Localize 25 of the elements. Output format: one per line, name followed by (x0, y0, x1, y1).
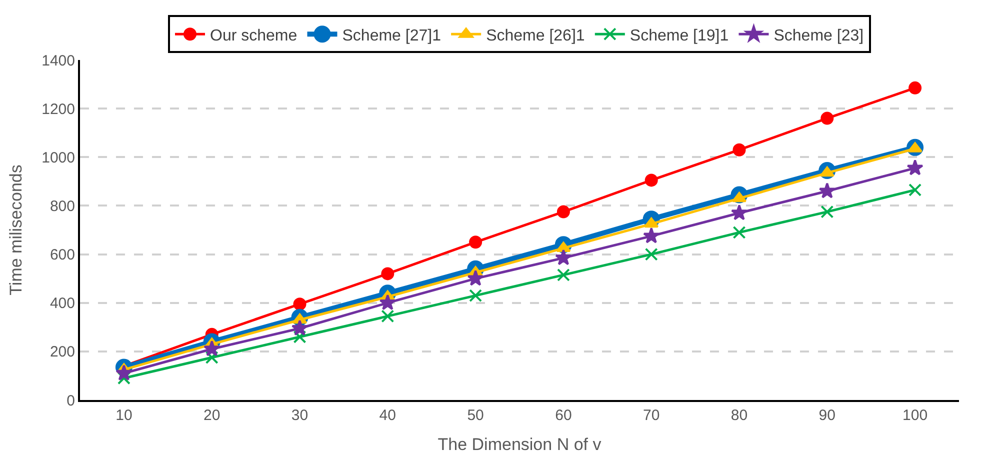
x-axis-title: The Dimension N of v (438, 434, 602, 454)
x-tick-label: 40 (379, 407, 396, 424)
x-tick-label: 100 (902, 407, 928, 424)
x-tick-label: 10 (116, 407, 132, 424)
x-tick-label: 50 (467, 407, 484, 424)
legend-label: Scheme [23] (774, 27, 864, 44)
x-tick-label: 30 (291, 407, 308, 424)
y-axis-title: Time miliseconds (6, 164, 26, 296)
legend-label: Scheme [27]1 (342, 27, 442, 44)
y-tick-label: 200 (50, 344, 75, 361)
x-tick-label: 60 (555, 407, 572, 424)
y-tick-label: 600 (50, 246, 75, 264)
y-tick-label: 1200 (42, 100, 75, 118)
legend-label: Our scheme (210, 27, 298, 44)
x-tick-label: 90 (818, 407, 836, 424)
x-tick-label: 70 (643, 407, 660, 424)
legend-label: Scheme [26]1 (486, 27, 585, 44)
y-tick-label: 1000 (42, 149, 75, 166)
legend-label: Scheme [19]1 (630, 27, 729, 44)
y-tick-label: 1400 (42, 52, 75, 70)
y-tick-label: 400 (50, 295, 75, 312)
y-tick-label: 0 (66, 392, 75, 410)
x-tick-label: 20 (204, 407, 220, 424)
x-tick-label: 80 (730, 407, 748, 424)
y-tick-label: 800 (50, 198, 75, 215)
